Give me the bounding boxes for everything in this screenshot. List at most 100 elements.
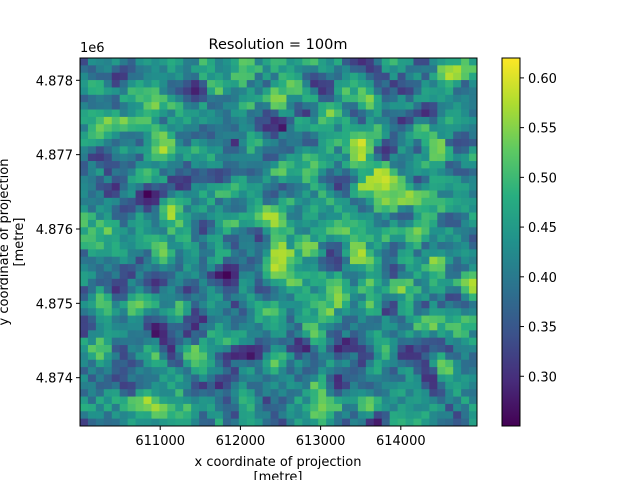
heatmap-cell: [397, 367, 406, 375]
heatmap-cell: [103, 219, 113, 228]
heatmap-cell: [397, 242, 406, 250]
heatmap-cell: [381, 359, 391, 368]
heatmap-cell: [127, 418, 136, 427]
heatmap-cell: [318, 374, 327, 383]
heatmap-cell: [87, 219, 97, 228]
heatmap-cell: [230, 367, 240, 375]
heatmap-cell: [143, 124, 152, 132]
heatmap-cell: [453, 219, 462, 228]
heatmap-cell: [445, 234, 454, 243]
heatmap-cell: [365, 153, 375, 162]
heatmap-cell: [254, 109, 264, 118]
heatmap-cell: [342, 175, 351, 184]
heatmap-cell: [397, 264, 406, 272]
heatmap-cell: [246, 131, 256, 140]
heatmap-cell: [127, 293, 136, 302]
heatmap-cell: [334, 256, 343, 265]
heatmap-cell: [334, 352, 343, 361]
heatmap-cell: [167, 109, 176, 118]
heatmap-cell: [373, 271, 383, 280]
heatmap-cell: [159, 367, 168, 375]
heatmap-cell: [302, 65, 311, 74]
heatmap-cell: [437, 308, 446, 316]
heatmap-cell: [199, 374, 208, 383]
heatmap-cell: [421, 124, 430, 132]
heatmap-cell: [469, 286, 478, 294]
heatmap-cell: [175, 94, 184, 103]
heatmap-cell: [349, 212, 359, 221]
heatmap-cell: [453, 352, 462, 361]
heatmap-cell: [437, 389, 446, 397]
heatmap-cell: [302, 227, 311, 236]
heatmap-cell: [119, 138, 129, 147]
heatmap-cell: [334, 396, 343, 405]
heatmap-cell: [373, 345, 383, 353]
heatmap-cell: [278, 300, 287, 309]
heatmap-cell: [103, 315, 113, 324]
heatmap-cell: [286, 345, 295, 353]
heatmap-cell: [238, 359, 248, 368]
heatmap-cell: [238, 234, 248, 243]
heatmap-cell: [151, 153, 160, 162]
heatmap-cell: [80, 256, 89, 265]
heatmap-cell: [151, 65, 160, 74]
heatmap-cell: [183, 219, 192, 228]
heatmap-cell: [310, 161, 319, 169]
heatmap-cell: [135, 138, 144, 147]
heatmap-cell: [119, 161, 129, 169]
heatmap-cell: [262, 234, 271, 243]
heatmap-cell: [238, 418, 248, 427]
heatmap-cell: [437, 116, 446, 125]
heatmap-cell: [381, 278, 391, 287]
heatmap-cell: [445, 65, 454, 74]
heatmap-cell: [159, 330, 168, 339]
heatmap-cell: [294, 72, 303, 81]
heatmap-cell: [119, 411, 129, 420]
heatmap-cell: [453, 308, 462, 316]
heatmap-cell: [80, 58, 89, 66]
heatmap-cell: [80, 131, 89, 140]
heatmap-cell: [254, 337, 264, 346]
heatmap-cell: [262, 175, 271, 184]
heatmap-cell: [381, 205, 391, 213]
heatmap-cell: [357, 256, 367, 265]
heatmap-cell: [445, 271, 454, 280]
heatmap-cell: [80, 315, 89, 324]
heatmap-cell: [278, 249, 287, 258]
heatmap-cell: [151, 161, 160, 169]
heatmap-cell: [326, 58, 335, 66]
heatmap-cell: [365, 234, 375, 243]
heatmap-cell: [326, 411, 335, 420]
heatmap-cell: [175, 205, 184, 213]
heatmap-cell: [207, 330, 216, 339]
heatmap-cell: [167, 183, 176, 191]
heatmap-cell: [421, 411, 430, 420]
heatmap-cell: [246, 153, 256, 162]
heatmap-cell: [87, 330, 97, 339]
heatmap-cell: [191, 337, 200, 346]
heatmap-cell: [214, 322, 224, 331]
heatmap-cell: [302, 330, 311, 339]
heatmap-cell: [389, 322, 398, 331]
heatmap-cell: [342, 242, 351, 250]
heatmap-cell: [342, 72, 351, 81]
heatmap-cell: [302, 175, 311, 184]
heatmap-cell: [135, 256, 144, 265]
heatmap-cell: [191, 168, 200, 177]
heatmap-cell: [127, 124, 136, 132]
heatmap-cell: [183, 278, 192, 287]
heatmap-cell: [80, 146, 89, 155]
heatmap-cell: [191, 183, 200, 191]
heatmap-cell: [111, 168, 121, 177]
heatmap-cell: [278, 146, 287, 155]
heatmap-cell: [445, 381, 454, 390]
heatmap-cell: [278, 219, 287, 228]
heatmap-cell: [445, 352, 454, 361]
heatmap-cell: [207, 345, 216, 353]
heatmap-cell: [365, 109, 375, 118]
heatmap-cell: [119, 131, 129, 140]
heatmap-cell: [373, 337, 383, 346]
heatmap-cell: [207, 65, 216, 74]
heatmap-cell: [103, 381, 113, 390]
heatmap-cell: [278, 212, 287, 221]
